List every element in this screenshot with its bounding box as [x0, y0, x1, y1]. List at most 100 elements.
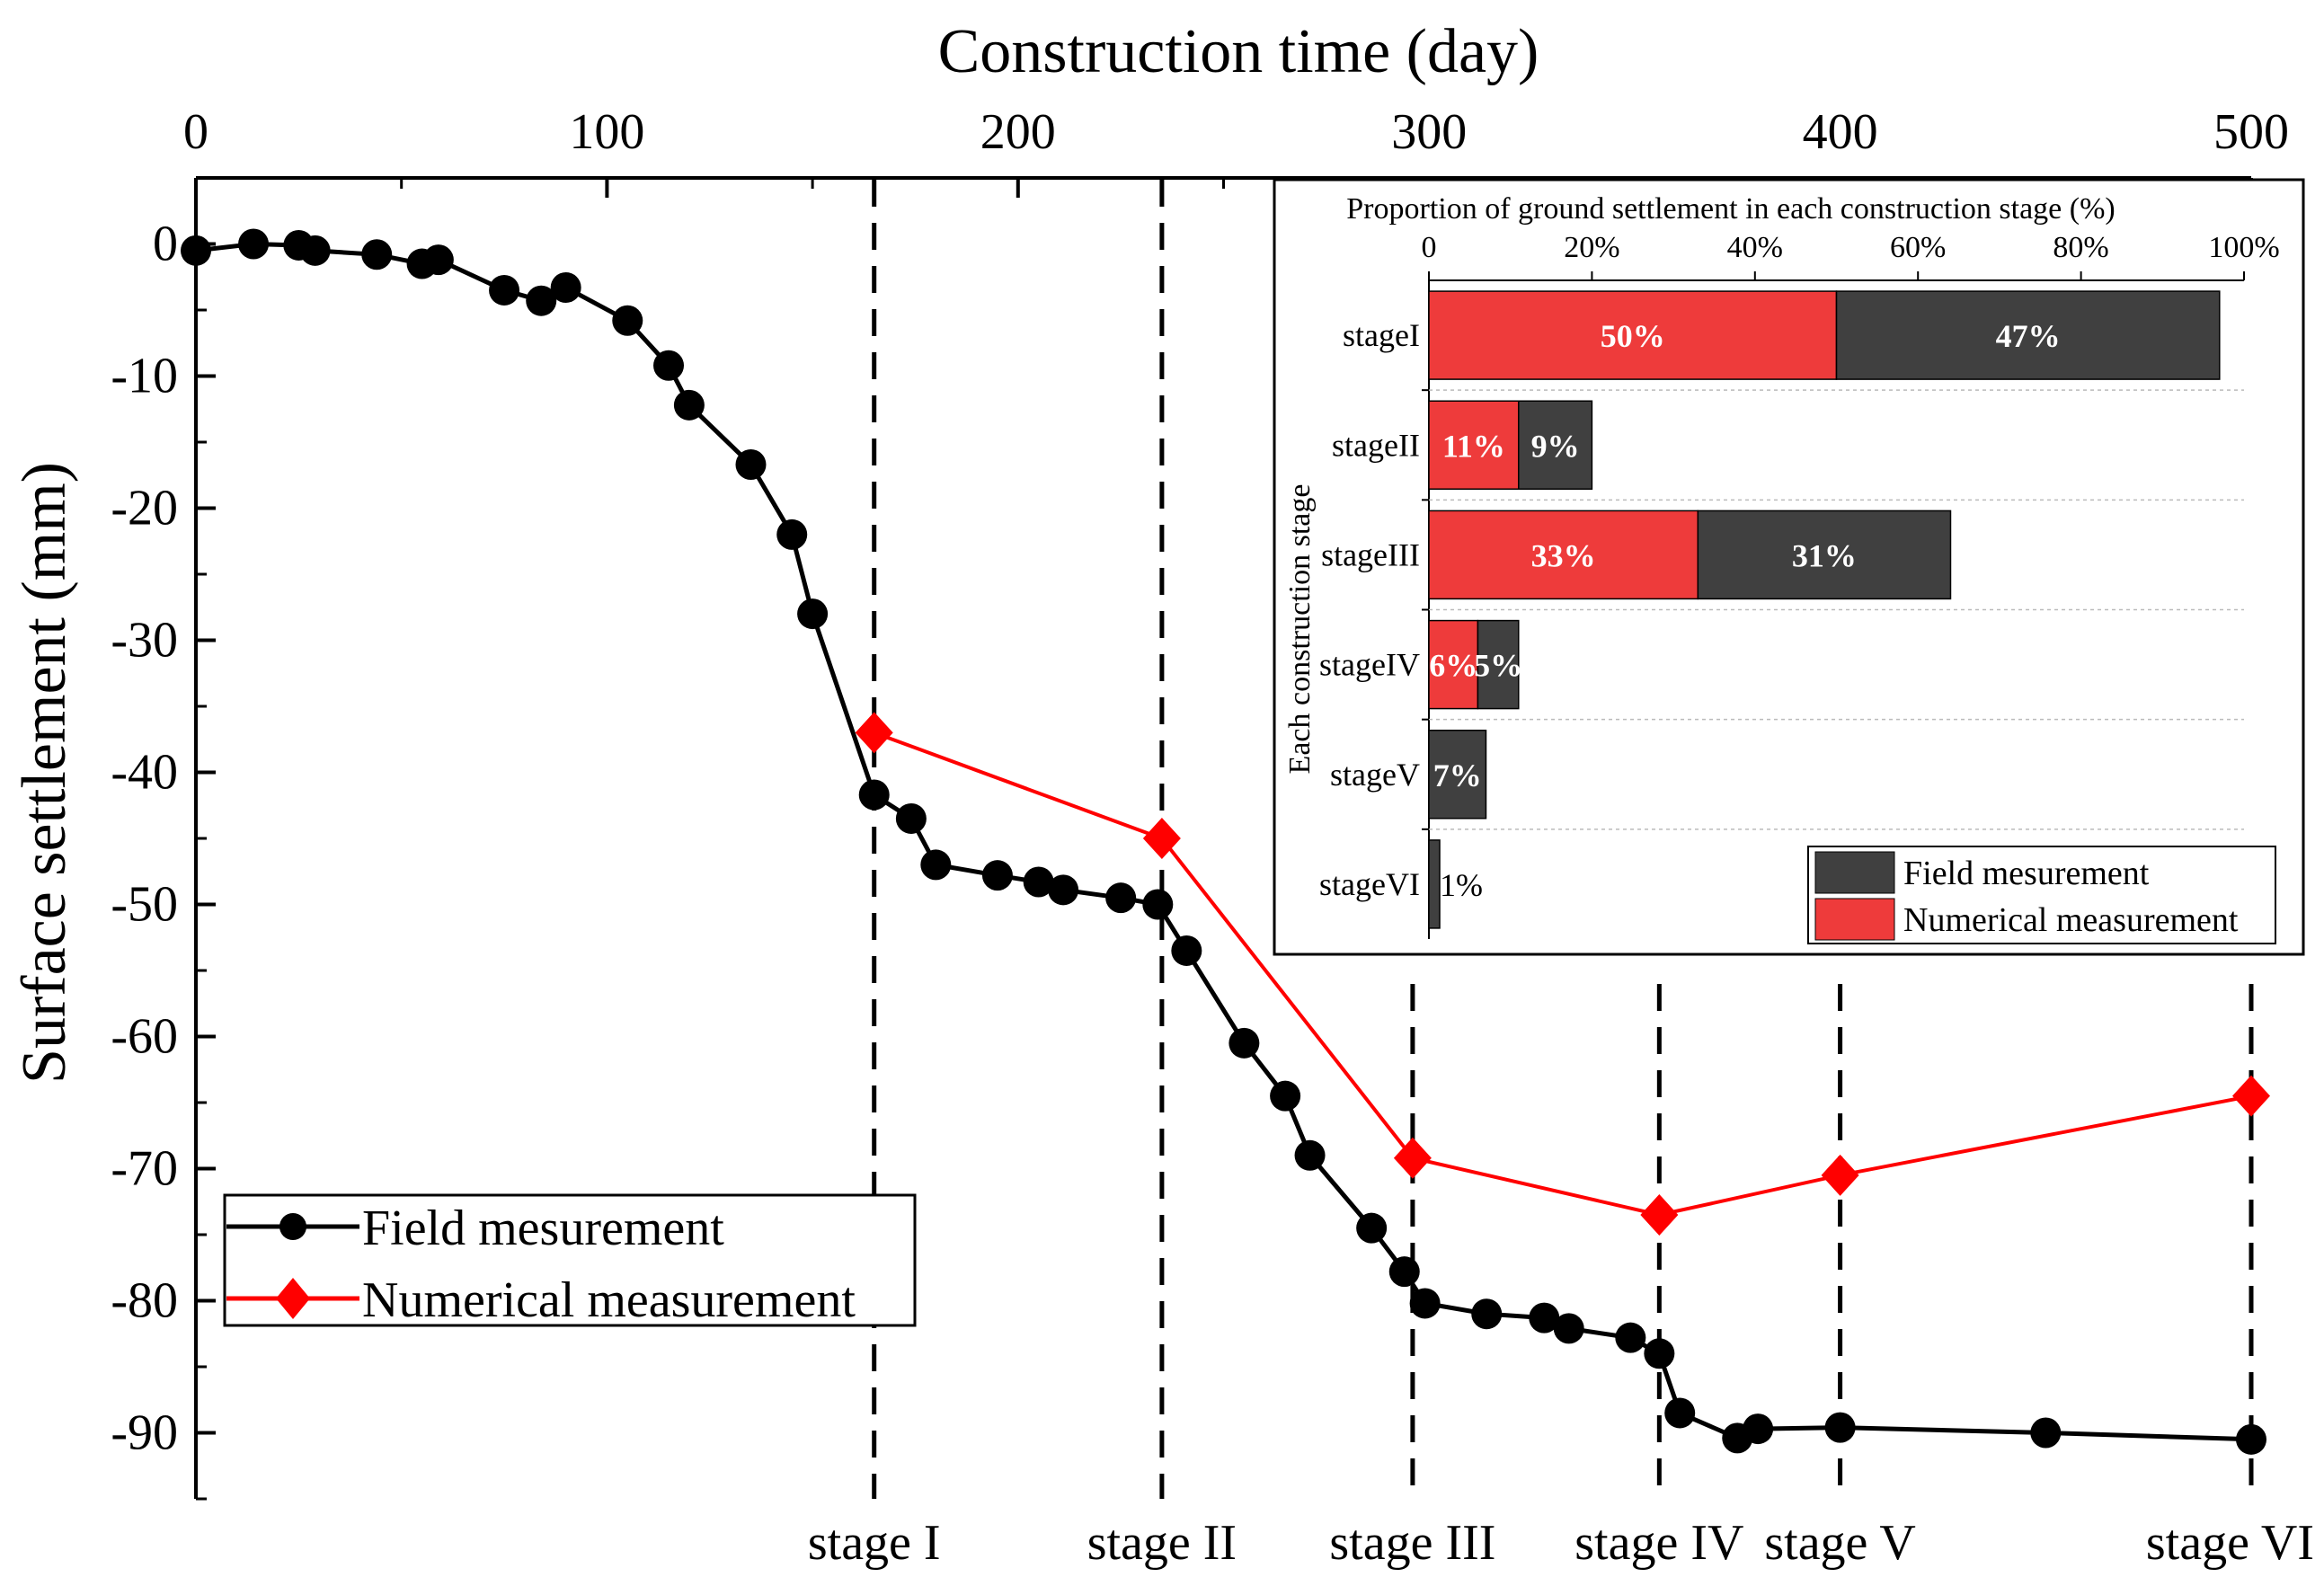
- numerical-bar-segment: [1428, 619, 1479, 710]
- field-data-point: [550, 272, 581, 304]
- field-data-point: [181, 235, 211, 266]
- numerical-series-line: [874, 731, 2252, 1218]
- inset-category-label: stageVI: [1319, 866, 1420, 902]
- field-data-point: [1743, 1413, 1774, 1445]
- numerical-bar-segment: [1428, 510, 1699, 600]
- field-bar-segment: [1518, 400, 1593, 490]
- inset-category-label: stageIII: [1321, 536, 1420, 572]
- numerical-bar-segment: [1428, 400, 1520, 490]
- numerical-data-point: [1640, 1193, 1679, 1236]
- x-tick-label: 200: [980, 104, 1056, 160]
- field-data-point: [1171, 935, 1202, 966]
- field-data-point: [361, 239, 393, 270]
- field-data-point: [1048, 874, 1079, 906]
- x-tick-label: 300: [1391, 104, 1467, 160]
- y-tick-label: -10: [111, 349, 178, 404]
- field-data-point: [1644, 1338, 1675, 1369]
- legend-numerical-marker: [276, 1278, 310, 1319]
- inset-category-label: stageI: [1343, 317, 1420, 353]
- field-data-point: [653, 350, 685, 381]
- stage-label: stage VI: [2146, 1515, 2314, 1571]
- legend-numerical-label: Numerical measurement: [362, 1272, 856, 1328]
- field-data-point: [1388, 1256, 1420, 1288]
- field-data-point: [1615, 1322, 1646, 1353]
- inset-bar-value-label: 31%: [1792, 537, 1857, 573]
- field-data-point: [735, 448, 767, 480]
- inset-category-label: stageII: [1332, 427, 1420, 463]
- legend-field-marker: [279, 1213, 306, 1240]
- stage-label: stage IV: [1574, 1515, 1743, 1571]
- y-tick-label: -30: [111, 613, 178, 669]
- field-data-point: [1023, 866, 1054, 898]
- inset-legend-field-swatch: [1814, 851, 1895, 894]
- field-data-point: [2030, 1417, 2062, 1449]
- numerical-data-point: [1821, 1154, 1859, 1196]
- y-tick-label: -80: [111, 1273, 178, 1329]
- y-axis-title: Surface settlement (mm): [10, 462, 79, 1084]
- inset-bar-value-label: 6%: [1429, 648, 1477, 684]
- field-data-point: [1270, 1080, 1301, 1112]
- y-tick-label: -60: [111, 1009, 178, 1065]
- inset-x-tick-label: 40%: [1727, 231, 1783, 264]
- field-data-point: [1356, 1212, 1388, 1244]
- field-data-point: [981, 860, 1013, 891]
- inset-x-tick-label: 20%: [1564, 231, 1619, 264]
- y-tick-label: -70: [111, 1141, 178, 1197]
- main-legend: Field mesurement Numerical measurement: [223, 1193, 917, 1328]
- y-tick-label: -50: [111, 877, 178, 933]
- inset-bar-value-label: 11%: [1442, 428, 1505, 464]
- inset-bar-value-label: 33%: [1531, 537, 1596, 573]
- inset-bar-value-label: 1%: [1440, 867, 1483, 903]
- numerical-bar-segment: [1428, 290, 1838, 380]
- field-bar-segment: [1477, 619, 1520, 710]
- field-bar-segment: [1428, 839, 1441, 929]
- x-tick-label: 0: [183, 104, 208, 160]
- field-data-point: [1553, 1313, 1584, 1344]
- inset-category-label: stageV: [1330, 757, 1420, 793]
- field-bar-segment: [1428, 730, 1487, 820]
- y-tick-label: 0: [153, 217, 178, 272]
- inset-bar-value-label: 7%: [1433, 758, 1482, 793]
- inset-legend: Field mesurement Numerical measurement: [1807, 846, 2276, 944]
- inset-bar-value-label: 5%: [1474, 648, 1522, 684]
- field-data-point: [776, 518, 808, 550]
- inset-x-tick-label: 60%: [1890, 231, 1946, 264]
- field-data-point: [1824, 1412, 1856, 1443]
- stage-label: stage II: [1087, 1515, 1237, 1571]
- field-data-point: [858, 779, 890, 811]
- field-data-point: [1105, 882, 1137, 914]
- field-data-point: [1409, 1288, 1441, 1319]
- y-tick-label: -90: [111, 1405, 178, 1461]
- field-data-point: [489, 274, 520, 306]
- legend-field-label: Field mesurement: [362, 1201, 724, 1256]
- inset-bars: 50% 47% 11% 9% 33% 31% 6%5% 7% 1%: [1428, 290, 2221, 929]
- stage-label: stage I: [808, 1515, 941, 1571]
- field-data-point: [920, 849, 952, 881]
- field-data-point: [1471, 1298, 1503, 1330]
- numerical-data-point: [855, 712, 893, 754]
- field-bar-segment: [1835, 290, 2221, 380]
- numerical-data-point: [2232, 1075, 2270, 1117]
- field-data-point: [299, 235, 331, 266]
- x-tick-label: 500: [2213, 104, 2289, 160]
- field-data-point: [1664, 1397, 1696, 1429]
- numerical-data-point: [1393, 1137, 1432, 1179]
- x-axis-title: Construction time (day): [938, 17, 1539, 86]
- field-bar-segment: [1697, 510, 1952, 600]
- field-data-point: [1229, 1027, 1260, 1059]
- x-tick-label: 100: [569, 104, 644, 160]
- inset-bar-value-label: 50%: [1601, 318, 1665, 354]
- inset-legend-numerical-swatch: [1814, 898, 1895, 941]
- field-data-point: [797, 598, 829, 630]
- field-data-point: [526, 285, 557, 316]
- inset-axes: 0 20% 40% 60% 80% 100% stageI stageII stageIII st…: [1319, 231, 2280, 939]
- y-tick-label: -40: [111, 745, 178, 801]
- inset-x-tick-label: 0: [1422, 231, 1437, 264]
- inset-x-tick-label: 80%: [2053, 231, 2108, 264]
- inset-legend-field-label: Field mesurement: [1903, 855, 2150, 892]
- field-data-point: [1142, 889, 1174, 920]
- stage-label: stage V: [1764, 1515, 1916, 1571]
- inset-bar-value-label: 9%: [1531, 428, 1580, 464]
- field-data-point: [895, 802, 927, 834]
